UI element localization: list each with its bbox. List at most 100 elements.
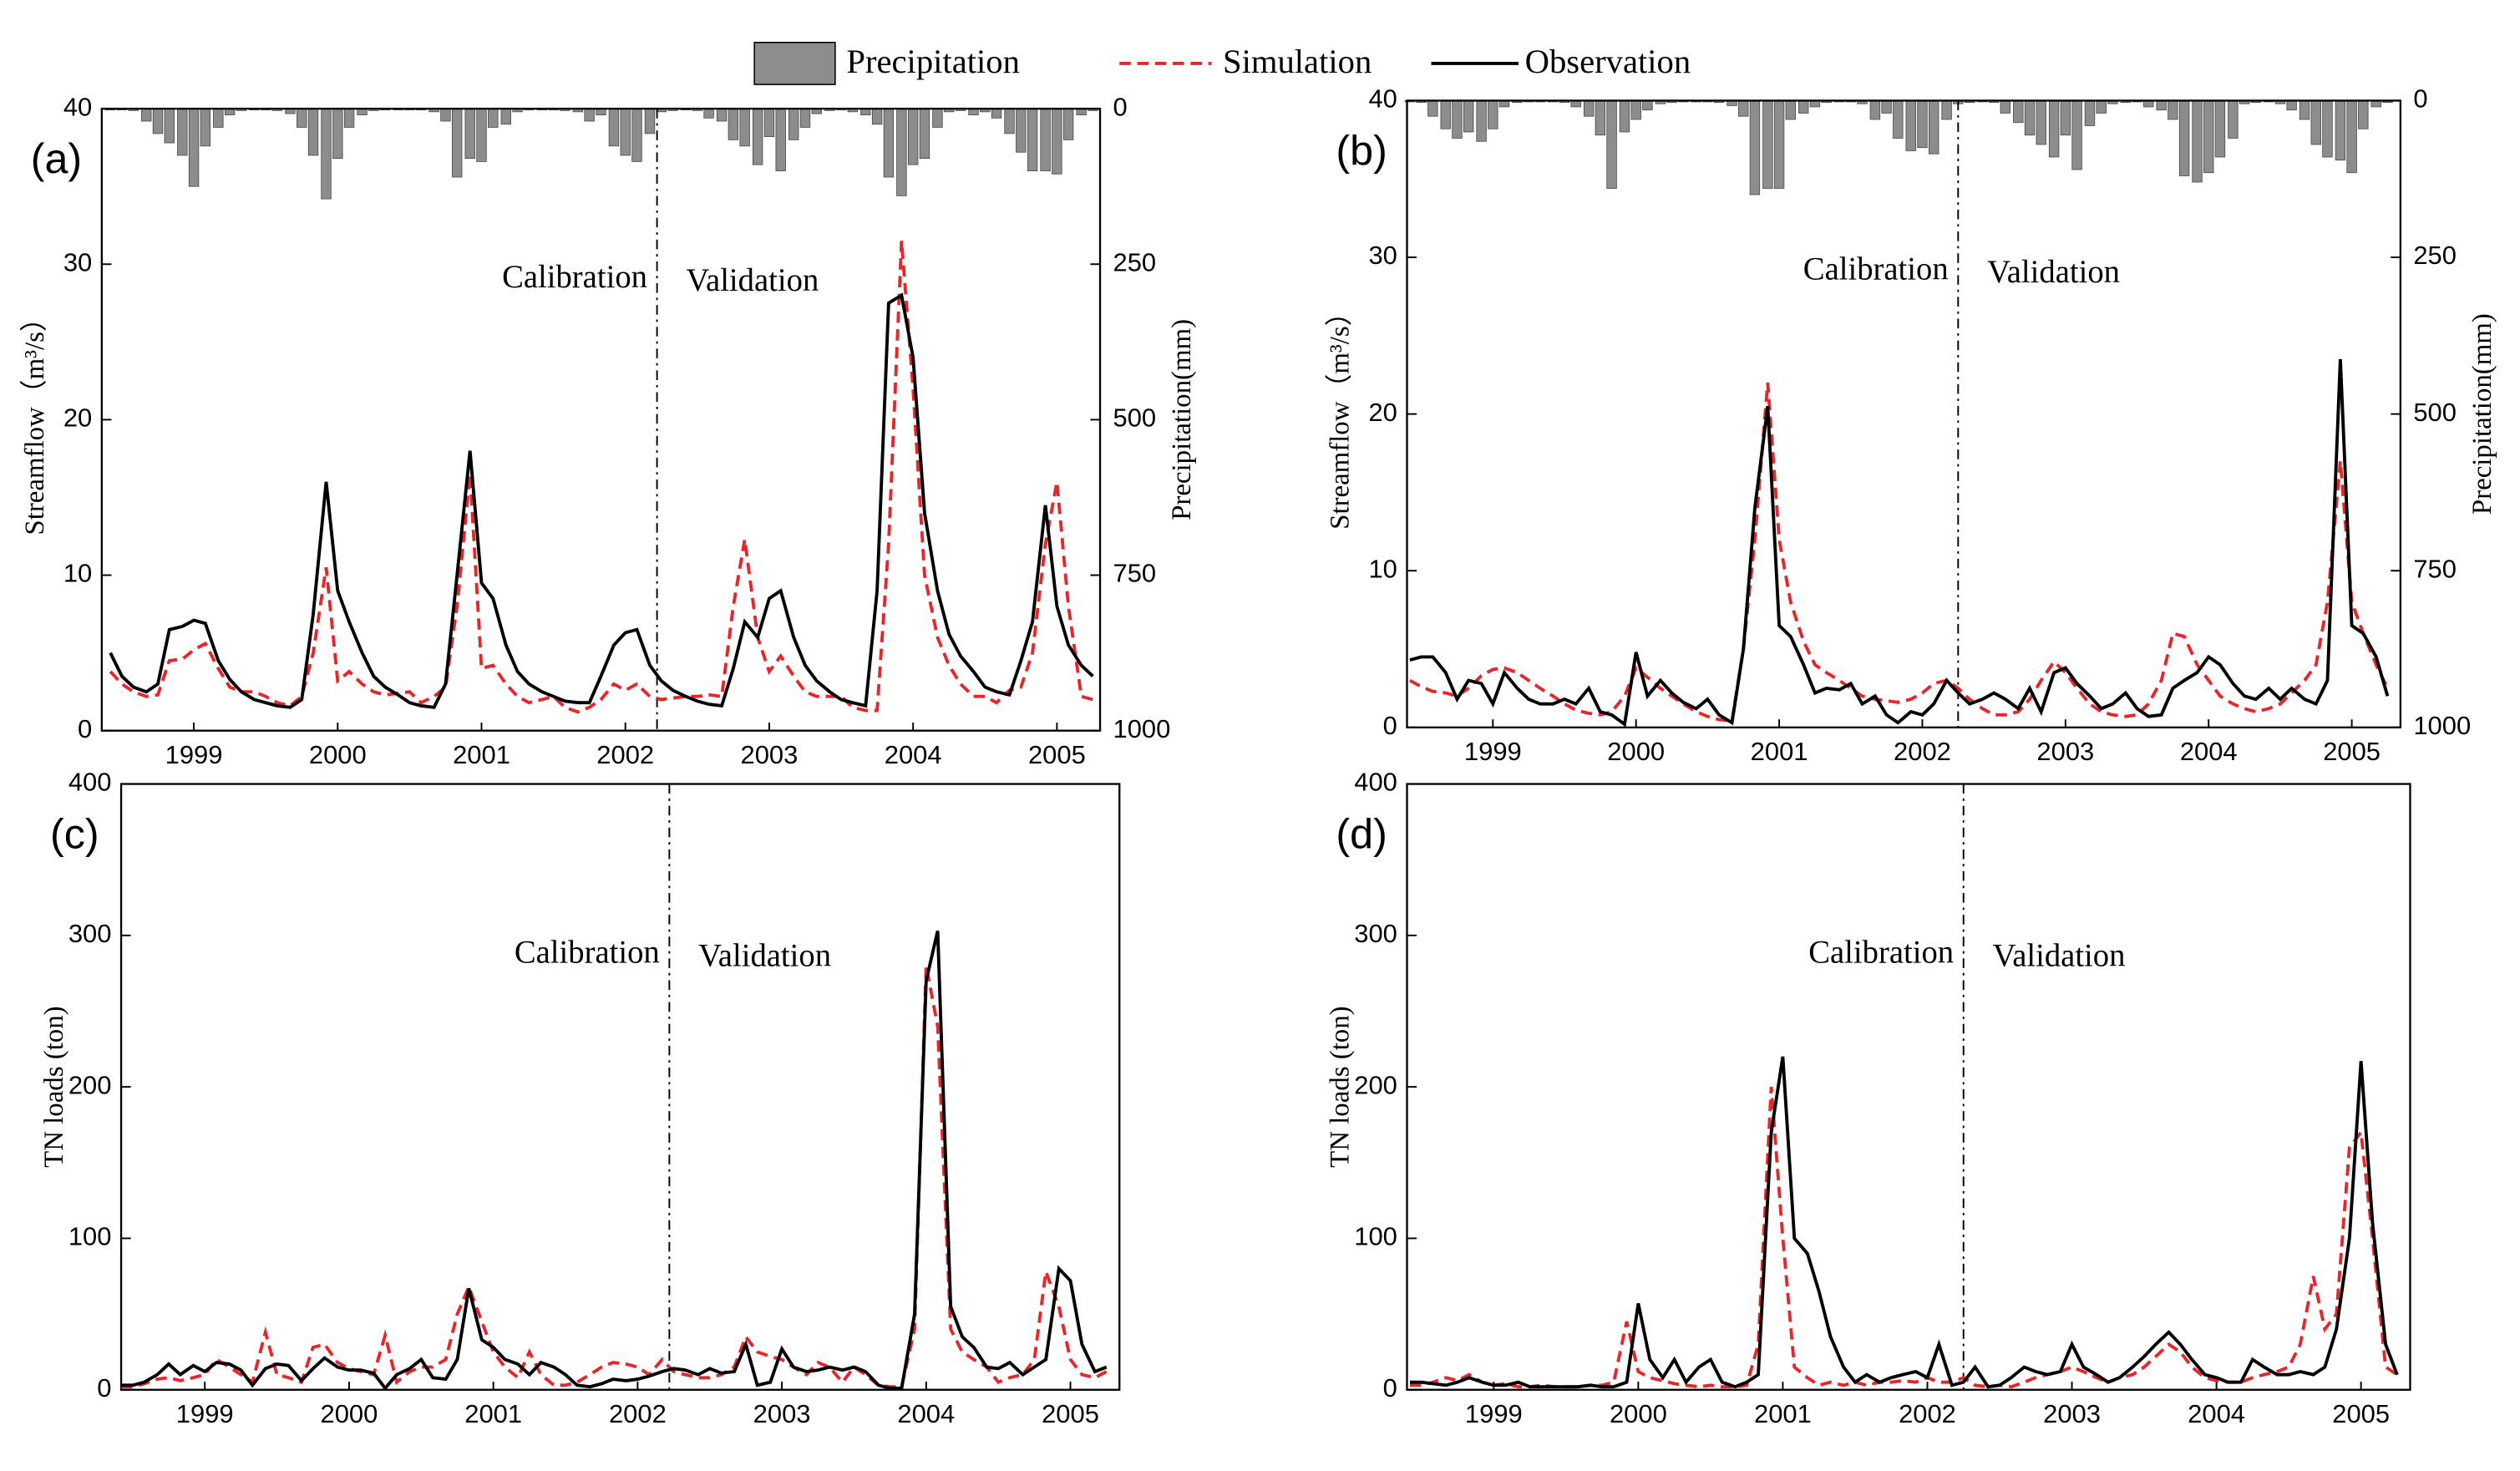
- bar: [932, 108, 943, 128]
- series-line: [121, 965, 1108, 1389]
- series-line: [109, 292, 1094, 709]
- y-tick-label: 0: [1383, 1373, 1397, 1403]
- bar: [2024, 100, 2036, 136]
- bar: [716, 108, 728, 122]
- x-tick-label: 2002: [1894, 737, 1951, 766]
- bar: [2084, 100, 2096, 126]
- y-tick-label: 0: [97, 1373, 111, 1403]
- plot-frame: [1406, 99, 2402, 728]
- bar: [2071, 100, 2082, 170]
- bar: [799, 108, 811, 128]
- y2-tick-label: 750: [1113, 559, 1157, 588]
- x-tick-label: 2005: [1028, 740, 1086, 769]
- bar: [1476, 100, 1487, 142]
- bar: [1917, 100, 1928, 149]
- bar: [213, 108, 224, 128]
- bar: [2310, 100, 2321, 145]
- bar: [332, 108, 343, 160]
- bar: [1619, 100, 1630, 133]
- bar: [1773, 100, 1785, 189]
- x-tick-label: 2004: [2180, 737, 2238, 766]
- y-tick-label: 100: [1354, 1222, 1397, 1251]
- y-tick-label: 10: [63, 559, 92, 588]
- x-tick-label: 1999: [165, 740, 223, 769]
- y2-tick-label: 250: [1113, 247, 1157, 276]
- bar: [488, 108, 499, 128]
- y-axis-label: TN loads (ton): [39, 1006, 69, 1167]
- bar: [164, 108, 175, 144]
- x-tick-label: 2004: [897, 1399, 955, 1428]
- y-tick-label: 100: [68, 1222, 112, 1251]
- y-tick-label: 20: [63, 403, 92, 433]
- bar: [141, 108, 152, 122]
- panel-label: (a): [31, 134, 82, 182]
- x-tick-label: 1999: [176, 1399, 234, 1428]
- panel-label: (c): [50, 810, 99, 858]
- bar: [1881, 100, 1892, 114]
- bar: [620, 108, 631, 156]
- x-tick-label: 2004: [885, 740, 942, 769]
- y-tick-label: 30: [1368, 241, 1397, 270]
- annotation: Calibration: [515, 935, 660, 970]
- bar: [1798, 100, 1809, 114]
- y-tick-label: 0: [78, 714, 92, 743]
- bar: [464, 108, 475, 160]
- bar: [739, 108, 750, 147]
- bar: [1052, 108, 1062, 175]
- y2-tick-label: 250: [2413, 241, 2457, 270]
- bar: [200, 108, 211, 147]
- x-tick-label: 2002: [596, 740, 654, 769]
- bar: [1595, 100, 1606, 136]
- y-tick-label: 300: [68, 919, 112, 948]
- bar: [2203, 100, 2214, 174]
- bar: [1869, 100, 1881, 120]
- legend-swatch: [753, 42, 836, 85]
- x-tick-label: 2003: [2036, 737, 2094, 766]
- bar: [440, 108, 451, 122]
- x-tick-label: 2002: [1899, 1399, 1956, 1428]
- bar: [2168, 100, 2178, 120]
- bar: [788, 108, 799, 140]
- bar: [919, 108, 930, 160]
- legend: Precipitation Simulation Observation: [753, 42, 1691, 85]
- bar: [2000, 100, 2011, 114]
- y-axis-label: TN loads (ton): [1326, 1006, 1356, 1167]
- bar: [1630, 100, 1641, 120]
- x-tick-label: 2001: [1751, 737, 1808, 766]
- bar: [644, 108, 656, 134]
- bar: [2286, 100, 2297, 111]
- plot-frame: [119, 783, 1121, 1391]
- bar: [1427, 100, 1438, 117]
- x-tick-label: 1999: [1464, 737, 1522, 766]
- bar: [1738, 100, 1749, 117]
- bar: [2214, 100, 2226, 158]
- bar: [152, 108, 164, 134]
- x-tick-label: 2000: [1610, 1399, 1667, 1428]
- bar: [2299, 100, 2310, 120]
- x-tick-label: 1999: [1465, 1399, 1523, 1428]
- y-tick-label: 40: [1368, 84, 1397, 114]
- y-axis-label: Streamflow（m³/s）: [20, 304, 50, 535]
- annotation: Calibration: [1808, 935, 1954, 970]
- annotation: Validation: [1987, 255, 2120, 290]
- plot-frame: [1406, 783, 2411, 1391]
- x-tick-label: 2005: [1042, 1399, 1099, 1428]
- bar: [1463, 100, 1474, 133]
- annotation: Validation: [686, 263, 819, 298]
- y2-axis-label: Precipitation(mm): [2467, 313, 2497, 515]
- y2-tick-label: 500: [1113, 403, 1157, 433]
- bar: [2060, 100, 2071, 136]
- bar: [1893, 100, 1904, 139]
- bar: [188, 108, 200, 187]
- bar: [452, 108, 463, 178]
- bar: [1583, 100, 1595, 117]
- y-tick-label: 300: [1354, 919, 1397, 948]
- bar: [883, 108, 895, 178]
- panel-label: (b): [1336, 127, 1387, 175]
- legend-label: Simulation: [1223, 43, 1372, 80]
- panel-label: (d): [1336, 810, 1387, 858]
- x-tick-label: 2001: [464, 1399, 522, 1428]
- bar: [500, 108, 511, 125]
- bar: [1928, 100, 1939, 155]
- bar: [2096, 100, 2107, 114]
